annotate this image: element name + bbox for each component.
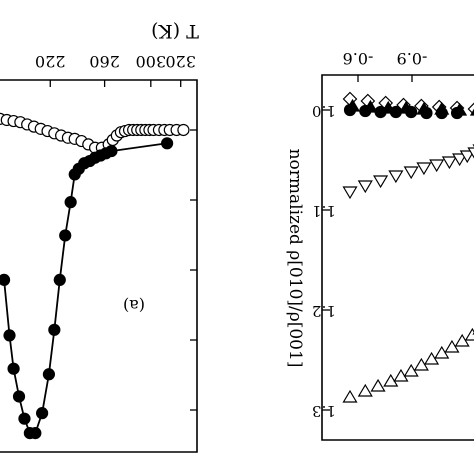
data-point: [359, 104, 372, 118]
data-point: [383, 373, 399, 387]
left-xlabel: T (K): [151, 20, 199, 42]
data-point: [7, 362, 20, 375]
data-point: [357, 180, 373, 194]
data-point: [12, 390, 26, 403]
left-tick-marks: [49, 80, 197, 411]
x-tick-label: 300: [136, 52, 167, 71]
data-point: [370, 378, 386, 392]
data-point: [467, 147, 474, 159]
data-point: [59, 229, 72, 242]
y-tick-label: 1.0: [312, 102, 336, 120]
right-tick-marks: [322, 75, 413, 411]
data-point: [416, 162, 432, 176]
data-point: [435, 106, 448, 120]
data-point: [342, 389, 358, 403]
y-tick-label: 1.1: [312, 202, 336, 220]
data-point: [29, 427, 42, 440]
data-point: [342, 186, 358, 200]
data-point: [452, 153, 468, 167]
right-ylabel: normalized ρ[010]/ρ[001]: [285, 149, 305, 368]
data-point: [403, 166, 419, 180]
data-point: [177, 123, 190, 137]
left-tick-labels: 220 260 300 320: [35, 52, 196, 71]
data-point: [429, 159, 445, 173]
data-point: [469, 108, 474, 116]
data-point: [373, 175, 389, 189]
right-series: [342, 91, 474, 403]
data-point: [343, 103, 357, 117]
x-tick-label: 260: [89, 52, 120, 71]
data-point: [388, 170, 404, 184]
data-point: [18, 412, 31, 425]
left-axes-frame: [0, 79, 198, 453]
data-point: [105, 144, 118, 158]
y-tick-label: 1.2: [312, 302, 336, 320]
data-point: [357, 383, 373, 397]
data-point: [53, 273, 66, 286]
data-point: [405, 105, 418, 119]
data-point: [42, 368, 56, 381]
right-axes-frame: [321, 74, 474, 441]
right-tick-labels: -0.9 -0.6 1.0 1.1 1.2 1.3: [312, 49, 427, 420]
y-tick-label: 1.3: [312, 402, 336, 420]
left-series: [0, 112, 190, 440]
data-point: [374, 105, 387, 119]
x-tick-label: -0.9: [397, 49, 428, 68]
right-panel: -0.9 -0.6 1.0 1.1 1.2 1.3 normalized ρ[010]/ρ…: [285, 49, 474, 441]
x-tick-label: 220: [35, 52, 66, 71]
data-point: [0, 273, 11, 286]
data-point: [450, 106, 464, 120]
series-line: [3, 142, 168, 435]
data-point: [48, 323, 61, 336]
data-point: [464, 327, 474, 341]
data-point: [3, 329, 16, 342]
data-point: [441, 156, 457, 170]
x-tick-label: -0.6: [343, 49, 374, 68]
data-point: [459, 150, 474, 164]
data-point: [161, 137, 174, 150]
data-point: [389, 105, 402, 119]
left-panel-label: (a): [123, 296, 145, 315]
data-point: [393, 368, 409, 382]
left-panel: 220 260 300 320 T (K) (a): [0, 20, 199, 453]
data-point: [36, 407, 49, 420]
data-point: [64, 196, 77, 209]
x-tick-label: 320: [165, 52, 196, 71]
data-point: [420, 106, 433, 120]
